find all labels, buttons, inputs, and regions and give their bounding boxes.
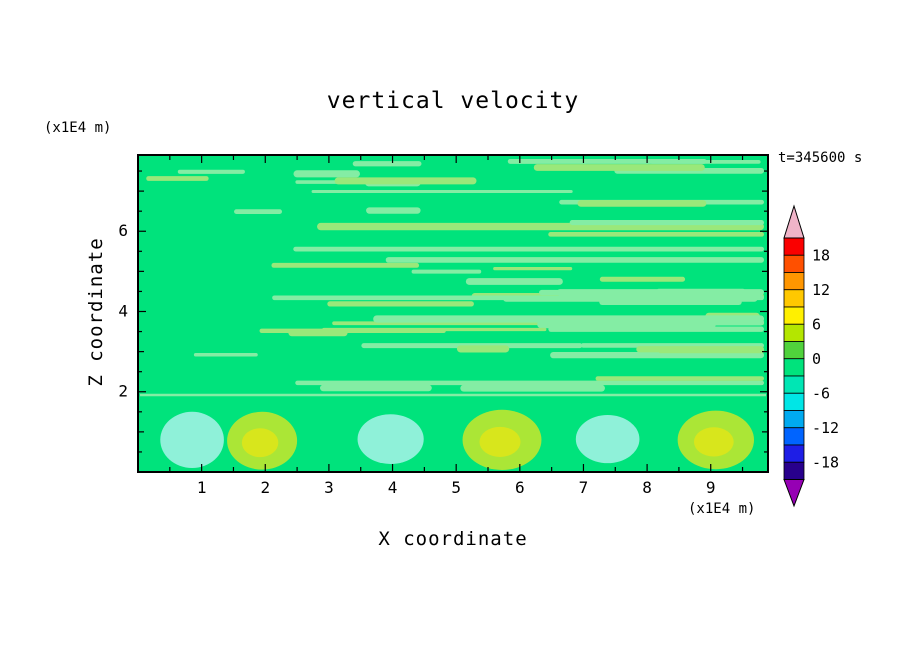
colorbar-segment <box>783 461 805 480</box>
streak <box>234 209 283 214</box>
x-tick-label: 1 <box>197 478 207 497</box>
streak <box>177 169 245 174</box>
x-tick-label: 3 <box>324 478 334 497</box>
streak <box>295 380 764 386</box>
y-tick-label: 6 <box>118 221 128 240</box>
x-tick-label: 9 <box>706 478 716 497</box>
convection-cell <box>357 414 424 464</box>
plot-frame <box>137 154 769 473</box>
colorbar-label: 0 <box>812 350 821 368</box>
streak <box>271 262 420 268</box>
colorbar-segment <box>783 358 805 377</box>
streak <box>334 177 477 185</box>
streak <box>460 384 605 392</box>
colorbar-label: -12 <box>812 419 839 437</box>
convection-cell-core <box>241 428 279 458</box>
x-tick-label: 4 <box>388 478 398 497</box>
streak <box>548 232 764 237</box>
convection-cell <box>575 415 640 464</box>
colorbar-arrow-top <box>783 204 805 239</box>
y-tick-label: 2 <box>118 382 128 401</box>
colorbar-arrow-bottom <box>783 479 805 508</box>
streak <box>599 276 686 282</box>
x-tick-label: 8 <box>642 478 652 497</box>
streak <box>493 267 573 271</box>
convection-cell <box>160 411 224 468</box>
streak <box>293 170 360 178</box>
streak <box>293 246 764 252</box>
colorbar-label: 12 <box>812 281 830 299</box>
streak <box>385 257 764 263</box>
streak <box>503 295 758 302</box>
colorbar-segment <box>783 410 805 429</box>
x-tick-label: 6 <box>515 478 525 497</box>
colorbar-segment <box>783 375 805 394</box>
x-axis-unit-label: (x1E4 m) <box>688 501 756 517</box>
colorbar-segment <box>783 427 805 446</box>
streak <box>352 161 422 167</box>
x-tick-label: 7 <box>579 478 589 497</box>
streak <box>288 329 348 337</box>
colorbar-segment <box>783 237 805 256</box>
streak <box>539 289 605 296</box>
streak <box>650 159 761 164</box>
colorbar-segment <box>783 444 805 463</box>
y-tick-label: 4 <box>118 301 128 320</box>
streak <box>537 320 716 329</box>
streak <box>550 351 764 359</box>
colorbar-label: -6 <box>812 384 830 402</box>
x-tick-label: 2 <box>260 478 270 497</box>
streak <box>311 189 573 194</box>
x-axis-title: X coordinate <box>378 528 528 550</box>
streak <box>146 176 209 181</box>
streak <box>456 345 510 353</box>
streak <box>465 278 563 285</box>
streak <box>636 346 764 353</box>
streak <box>411 269 482 274</box>
streak <box>320 384 432 392</box>
colorbar-segment <box>783 306 805 325</box>
colorbar-segment <box>783 254 805 273</box>
plot-title: vertical velocity <box>326 88 580 114</box>
streak <box>533 164 705 171</box>
y-axis-title: Z coordinate <box>85 237 107 387</box>
streak <box>327 301 474 307</box>
surface-layer-line <box>140 393 766 397</box>
colorbar-segment <box>783 323 805 342</box>
streak <box>193 352 258 357</box>
contour-field <box>138 155 768 472</box>
streak <box>556 289 764 296</box>
streak <box>366 207 421 214</box>
colorbar-segment <box>783 289 805 308</box>
streak <box>577 200 707 207</box>
y-axis-unit-label: (x1E4 m) <box>44 120 112 136</box>
colorbar-label: 18 <box>812 246 830 264</box>
colorbar-label: -18 <box>812 453 839 471</box>
streak <box>684 316 764 321</box>
colorbar-label: 6 <box>812 315 821 333</box>
colorbar-segment <box>783 272 805 291</box>
convection-cell-core <box>479 426 521 457</box>
streak <box>322 327 547 332</box>
streak <box>569 220 764 226</box>
time-stamp-label: t=345600 s <box>778 150 863 166</box>
colorbar-segment <box>783 341 805 360</box>
x-tick-label: 5 <box>451 478 461 497</box>
streak <box>595 376 764 381</box>
colorbar-segment <box>783 392 805 411</box>
convection-cell-core <box>693 427 734 457</box>
